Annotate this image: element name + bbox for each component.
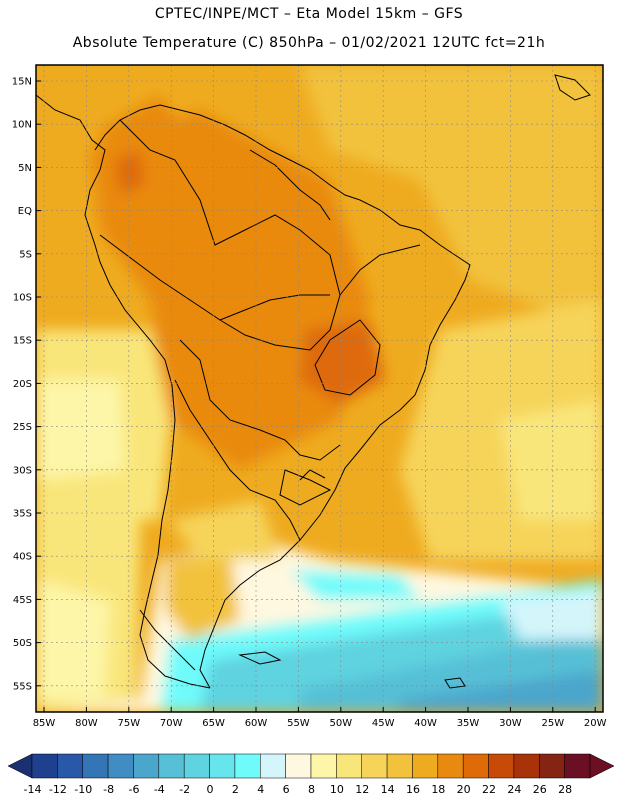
lat-label: 10S: [13, 293, 32, 304]
lat-label: 15S: [13, 336, 32, 347]
colorbar-swatch: [183, 753, 210, 779]
colorbar-swatch: [386, 753, 413, 779]
lon-label: 20W: [584, 718, 607, 729]
lat-label: 50S: [13, 638, 32, 649]
lon-label: 45W: [372, 718, 395, 729]
coastlines: [36, 74, 591, 689]
colorbar-label: 18: [431, 783, 445, 796]
lon-label: 80W: [75, 718, 98, 729]
colorbar-swatch: [82, 753, 109, 779]
chart-title-line-2: Absolute Temperature (C) 850hPa – 01/02/…: [72, 35, 546, 51]
lat-label: 45S: [13, 595, 32, 606]
lat-label: 25S: [13, 422, 32, 433]
colorbar-label: -6: [128, 783, 139, 796]
longitude-labels: 85W 80W 75W 70W 65W 60W 55W 50W 45W 40W 35W 30W 25W 2…: [33, 718, 607, 729]
lon-label: 40W: [414, 718, 437, 729]
colorbar-label: 8: [308, 783, 315, 796]
colorbar-swatch: [260, 753, 286, 779]
colorbar: [7, 753, 615, 779]
lon-label: 50W: [329, 718, 352, 729]
lon-label: 85W: [33, 718, 56, 729]
colorbar-labels: -14 -12 -10 -8 -6 -4 -2 0 2 4 6 8 10 12 14 16 18 20 22 24 26…: [24, 783, 573, 796]
lon-label: 55W: [287, 718, 310, 729]
temperature-field: [36, 65, 603, 712]
colorbar-label: 12: [355, 783, 369, 796]
lon-label: 60W: [245, 718, 268, 729]
colorbar-swatch: [285, 753, 312, 779]
colorbar-label: 16: [406, 783, 420, 796]
latitude-labels: 15N 10N 5N EQ 5S 10S 15S 20S 25S 30S 35S 40S 45S 50S 5…: [12, 77, 32, 693]
axis-ticks: [36, 80, 596, 712]
colorbar-swatch: [361, 753, 388, 779]
lon-label: 25W: [541, 718, 564, 729]
lat-label: 5N: [18, 163, 32, 174]
colorbar-swatch: [107, 753, 134, 779]
colorbar-label: -10: [74, 783, 92, 796]
colorbar-label: 26: [533, 783, 547, 796]
lat-label: 15N: [12, 77, 32, 88]
lon-label: 65W: [202, 718, 225, 729]
lat-label: EQ: [18, 206, 32, 217]
colorbar-swatch: [513, 753, 540, 779]
colorbar-label: 4: [257, 783, 264, 796]
colorbar-swatch: [336, 753, 362, 779]
lat-label: 40S: [13, 552, 32, 563]
colorbar-swatch: [462, 753, 489, 779]
lat-label: 35S: [13, 509, 32, 520]
lat-label: 20S: [13, 379, 32, 390]
colorbar-swatch: [158, 753, 185, 779]
colorbar-label: 20: [457, 783, 471, 796]
lat-label: 30S: [13, 465, 32, 476]
chart-title-line-1: CPTEC/INPE/MCT – Eta Model 15km – GFS: [154, 6, 464, 22]
map-frame: [35, 64, 604, 713]
colorbar-swatch: [57, 753, 83, 779]
lon-label: 70W: [160, 718, 183, 729]
colorbar-swatch: [564, 753, 591, 779]
lon-label: 35W: [457, 718, 480, 729]
colorbar-label: 0: [207, 783, 214, 796]
lat-label: 55S: [13, 681, 32, 692]
colorbar-label: 22: [482, 783, 496, 796]
colorbar-label: -14: [24, 783, 42, 796]
colorbar-label: -8: [103, 783, 114, 796]
colorbar-label: -2: [179, 783, 190, 796]
colorbar-swatch: [234, 753, 261, 779]
colorbar-left-arrow: [7, 753, 33, 779]
colorbar-swatch: [310, 753, 337, 779]
lat-label: 5S: [19, 249, 32, 260]
lon-label: 75W: [117, 718, 140, 729]
colorbar-swatch: [488, 753, 515, 779]
colorbar-label: 14: [381, 783, 395, 796]
colorbar-swatch: [209, 753, 236, 779]
colorbar-swatch: [539, 753, 565, 779]
colorbar-label: 2: [232, 783, 239, 796]
colorbar-label: -12: [49, 783, 67, 796]
colorbar-swatch: [437, 753, 464, 779]
colorbar-swatch: [31, 753, 58, 779]
lon-label: 30W: [499, 718, 522, 729]
colorbar-label: 24: [507, 783, 521, 796]
colorbar-label: 28: [558, 783, 572, 796]
colorbar-label: 6: [283, 783, 290, 796]
lat-label: 10N: [12, 120, 32, 131]
colorbar-right-arrow: [589, 753, 615, 779]
colorbar-swatch: [412, 753, 439, 779]
colorbar-label: -4: [154, 783, 165, 796]
colorbar-label: 10: [330, 783, 344, 796]
colorbar-swatch: [133, 753, 160, 779]
